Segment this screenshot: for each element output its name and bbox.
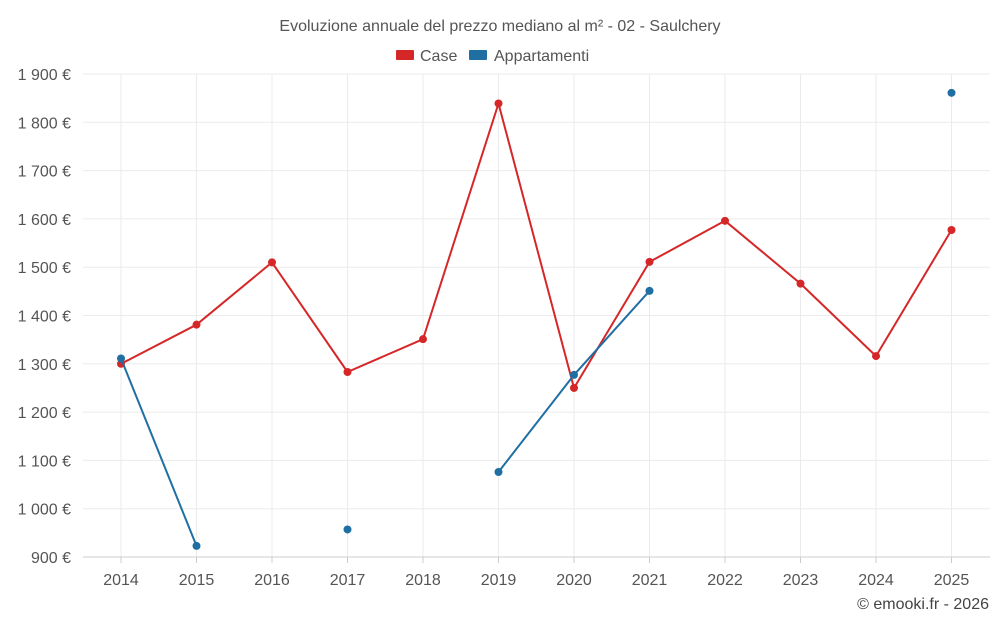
x-tick-label: 2019 (481, 572, 517, 589)
y-axis: 900 € 1 000 € 1 100 € 1 200 € 1 300 € 1 400 €… (18, 67, 71, 567)
x-tick-label: 2015 (179, 572, 215, 589)
legend-swatch-appartamenti (469, 50, 487, 60)
x-tick-label: 2021 (632, 572, 668, 589)
data-point-case (192, 320, 201, 329)
series-line-appartamenti (120, 358, 198, 547)
grid (83, 73, 990, 558)
data-point-appartamenti (494, 467, 503, 476)
data-point-case (721, 216, 729, 225)
y-tick-label: 1 500 € (18, 260, 71, 277)
x-tick-label: 2017 (330, 572, 366, 589)
chart-title: Evoluzione annuale del prezzo mediano al… (279, 18, 720, 35)
y-tick-label: 1 700 € (18, 164, 71, 181)
data-point-appartamenti (343, 525, 352, 534)
data-point-case (645, 257, 654, 266)
y-tick-label: 1 900 € (18, 67, 71, 84)
y-tick-label: 1 300 € (18, 357, 71, 374)
legend-label-case: Case (420, 48, 457, 65)
x-tick-label: 2022 (707, 572, 743, 589)
data-point-appartamenti (117, 354, 125, 363)
y-tick-label: 1 800 € (18, 115, 71, 132)
data-point-case (494, 99, 503, 108)
y-tick-label: 1 000 € (18, 502, 71, 519)
x-tick-label: 2025 (934, 572, 970, 589)
legend: Case Appartamenti (396, 48, 589, 65)
y-tick-label: 1 600 € (18, 212, 71, 229)
x-tick-label: 2018 (405, 572, 441, 589)
data-point-appartamenti (947, 88, 956, 97)
y-tick-label: 900 € (31, 550, 71, 567)
x-axis: 2014 2015 2016 2017 2018 2019 2020 2021 2022 2023… (83, 556, 990, 589)
x-tick-label: 2014 (103, 572, 139, 589)
data-point-appartamenti (645, 286, 654, 295)
data-point-case (796, 279, 805, 288)
legend-swatch-case (396, 50, 414, 60)
x-tick-label: 2024 (858, 572, 894, 589)
data-point-case (947, 226, 956, 235)
data-point-appartamenti (570, 370, 578, 379)
data-point-case (570, 383, 578, 392)
credit: © emooki.fr - 2026 (857, 596, 989, 613)
data-point-case (419, 335, 427, 344)
x-tick-label: 2020 (556, 572, 592, 589)
data-point-case (872, 352, 880, 361)
data-point-case (268, 258, 276, 267)
y-tick-label: 1 200 € (18, 405, 71, 422)
data-point-case (343, 368, 352, 377)
series-line-case (120, 102, 953, 389)
legend-label-appartamenti: Appartamenti (494, 48, 589, 65)
data-point-appartamenti (192, 541, 201, 550)
legend-item-appartamenti[interactable]: Appartamenti (469, 48, 589, 65)
y-tick-label: 1 100 € (18, 453, 71, 470)
x-tick-label: 2023 (783, 572, 819, 589)
series-layer (117, 88, 956, 550)
x-tick-label: 2016 (254, 572, 290, 589)
y-tick-label: 1 400 € (18, 309, 71, 326)
legend-item-case[interactable]: Case (396, 48, 457, 65)
